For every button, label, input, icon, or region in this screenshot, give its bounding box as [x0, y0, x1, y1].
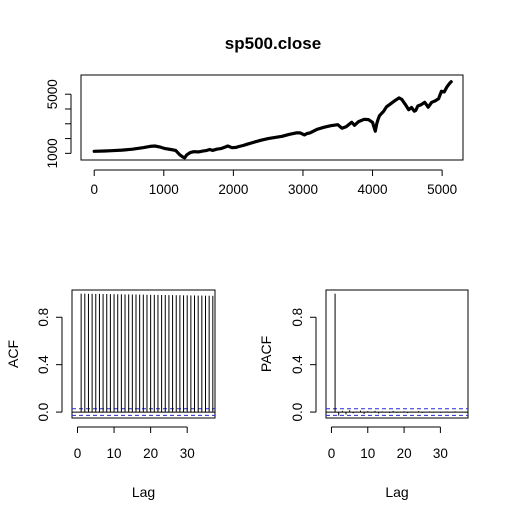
x-tick-label: 0 — [90, 182, 98, 197]
acf-y-tick-label: 0.4 — [36, 355, 51, 374]
pacf-x-tick-label: 20 — [397, 446, 412, 461]
y-tick-label: 1000 — [45, 138, 60, 168]
series-line — [92, 80, 453, 160]
pacf-y-tick-label: 0.4 — [290, 355, 305, 374]
x-tick-label: 2000 — [218, 182, 248, 197]
acf-x-tick-label: 10 — [107, 446, 122, 461]
pacf-y-axis-label: PACF — [258, 336, 274, 372]
pacf-y-tick-label: 0.0 — [290, 403, 305, 422]
acf-y-tick-label: 0.0 — [36, 403, 51, 422]
chart-title: sp500.close — [225, 34, 321, 53]
pacf-x-tick-label: 10 — [360, 446, 375, 461]
acf-x-tick-label: 30 — [180, 446, 195, 461]
y-tick-label: 5000 — [45, 79, 60, 109]
pacf-x-axis-label: Lag — [385, 484, 408, 500]
acf-plot-frame — [71, 289, 216, 419]
x-tick-label: 1000 — [149, 182, 179, 197]
x-tick-label: 5000 — [427, 182, 457, 197]
acf-y-tick-label: 0.8 — [36, 308, 51, 327]
x-tick-label: 3000 — [288, 182, 318, 197]
acf-x-tick-label: 20 — [143, 446, 158, 461]
pacf-y-tick-label: 0.8 — [290, 308, 305, 327]
pacf-x-tick-label: 0 — [328, 446, 336, 461]
pacf-x-tick-label: 30 — [433, 446, 448, 461]
acf-y-axis-label: ACF — [5, 340, 21, 368]
x-tick-label: 4000 — [358, 182, 388, 197]
acf-x-axis-label: Lag — [132, 484, 155, 500]
plot-frame — [80, 74, 464, 161]
pacf-plot-frame — [325, 289, 469, 419]
acf-x-tick-label: 0 — [74, 446, 82, 461]
